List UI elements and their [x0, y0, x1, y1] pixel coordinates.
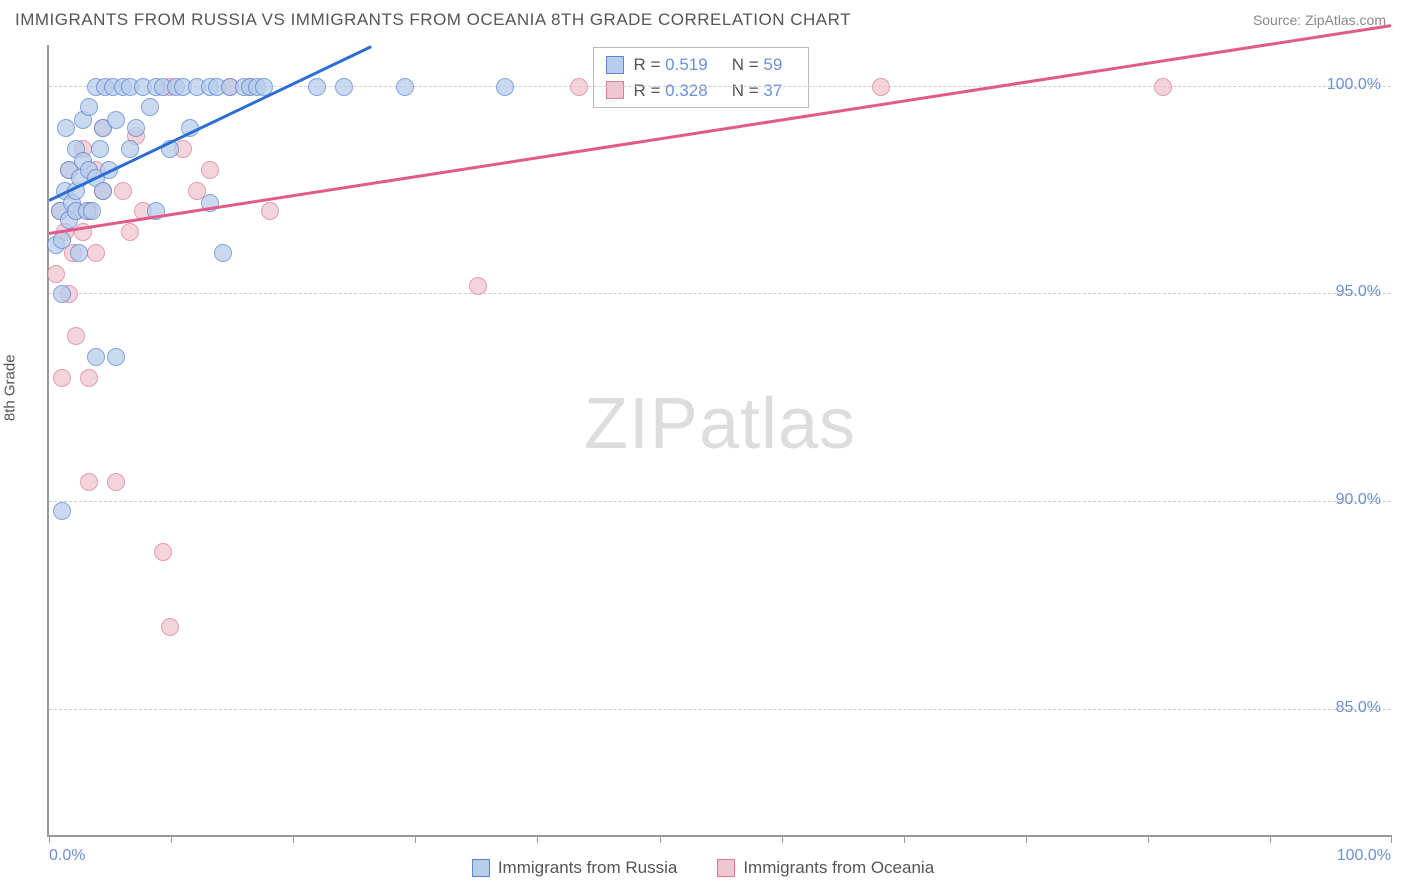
data-point-oceania: [53, 369, 71, 387]
stats-row-oceania: R = 0.328 N = 37: [606, 78, 797, 104]
plot-area: ZIPatlas R = 0.519 N = 59 R = 0.328 N = …: [47, 45, 1391, 837]
stats-row-russia: R = 0.519 N = 59: [606, 52, 797, 78]
y-gridline: [49, 293, 1391, 294]
x-tick: [1026, 835, 1027, 843]
data-point-russia: [57, 119, 75, 137]
data-point-oceania: [107, 473, 125, 491]
y-tick-label: 100.0%: [1327, 76, 1381, 94]
data-point-russia: [496, 78, 514, 96]
data-point-russia: [53, 231, 71, 249]
swatch-russia: [606, 56, 624, 74]
chart-title: IMMIGRANTS FROM RUSSIA VS IMMIGRANTS FRO…: [15, 10, 851, 30]
x-tick: [293, 835, 294, 843]
x-tick: [904, 835, 905, 843]
legend-item-oceania: Immigrants from Oceania: [717, 858, 934, 878]
x-tick: [1270, 835, 1271, 843]
data-point-russia: [70, 244, 88, 262]
bottom-legend: Immigrants from Russia Immigrants from O…: [0, 858, 1406, 878]
x-tick: [660, 835, 661, 843]
data-point-russia: [121, 140, 139, 158]
data-point-oceania: [469, 277, 487, 295]
swatch-oceania-icon: [717, 859, 735, 877]
data-point-oceania: [161, 618, 179, 636]
y-gridline: [49, 501, 1391, 502]
x-tick: [415, 835, 416, 843]
x-tick: [1148, 835, 1149, 843]
data-point-russia: [127, 119, 145, 137]
y-axis-label: 8th Grade: [2, 354, 19, 421]
data-point-russia: [53, 285, 71, 303]
data-point-oceania: [570, 78, 588, 96]
data-point-russia: [80, 98, 98, 116]
source-attribution: Source: ZipAtlas.com: [1253, 12, 1386, 28]
data-point-oceania: [67, 327, 85, 345]
data-point-russia: [107, 348, 125, 366]
x-tick: [1391, 835, 1392, 843]
data-point-oceania: [80, 369, 98, 387]
data-point-oceania: [47, 265, 65, 283]
data-point-russia: [83, 202, 101, 220]
data-point-oceania: [121, 223, 139, 241]
data-point-russia: [141, 98, 159, 116]
y-tick-label: 90.0%: [1336, 491, 1381, 509]
data-point-russia: [87, 348, 105, 366]
data-point-russia: [396, 78, 414, 96]
x-tick: [49, 835, 50, 843]
x-tick: [171, 835, 172, 843]
data-point-oceania: [87, 244, 105, 262]
swatch-oceania: [606, 81, 624, 99]
data-point-oceania: [872, 78, 890, 96]
data-point-oceania: [80, 473, 98, 491]
data-point-russia: [214, 244, 232, 262]
data-point-oceania: [1154, 78, 1172, 96]
data-point-russia: [335, 78, 353, 96]
y-tick-label: 85.0%: [1336, 699, 1381, 717]
data-point-oceania: [261, 202, 279, 220]
watermark: ZIPatlas: [584, 383, 856, 465]
legend-item-russia: Immigrants from Russia: [472, 858, 677, 878]
y-tick-label: 95.0%: [1336, 283, 1381, 301]
data-point-russia: [94, 182, 112, 200]
swatch-russia-icon: [472, 859, 490, 877]
x-tick: [782, 835, 783, 843]
y-gridline: [49, 709, 1391, 710]
data-point-oceania: [114, 182, 132, 200]
data-point-russia: [308, 78, 326, 96]
data-point-russia: [53, 502, 71, 520]
data-point-oceania: [201, 161, 219, 179]
data-point-russia: [91, 140, 109, 158]
data-point-russia: [107, 111, 125, 129]
chart-container: ZIPatlas R = 0.519 N = 59 R = 0.328 N = …: [47, 45, 1391, 837]
x-tick: [537, 835, 538, 843]
stats-legend-box: R = 0.519 N = 59 R = 0.328 N = 37: [593, 47, 810, 108]
data-point-oceania: [154, 543, 172, 561]
